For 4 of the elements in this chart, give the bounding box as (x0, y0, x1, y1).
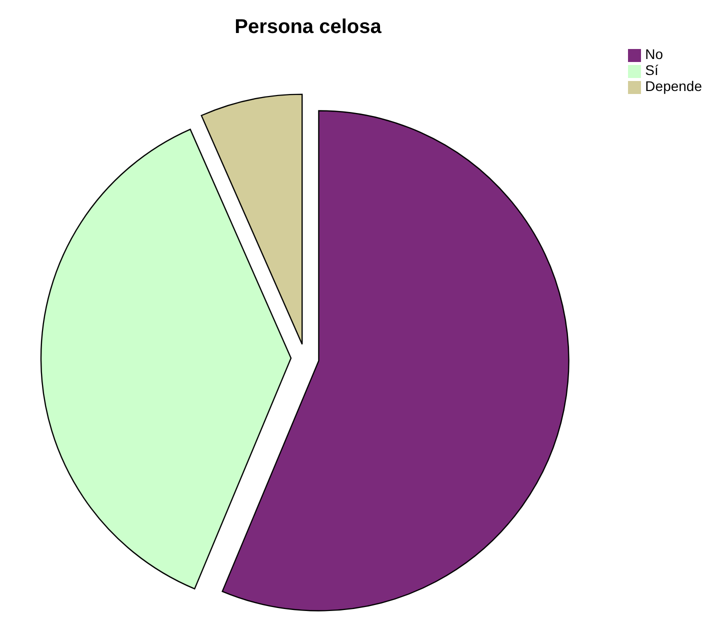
legend-label: Depende (645, 78, 702, 94)
chart-title: Persona celosa (234, 16, 382, 39)
legend-label: No (645, 46, 664, 62)
legend-label: Sí (645, 62, 658, 78)
